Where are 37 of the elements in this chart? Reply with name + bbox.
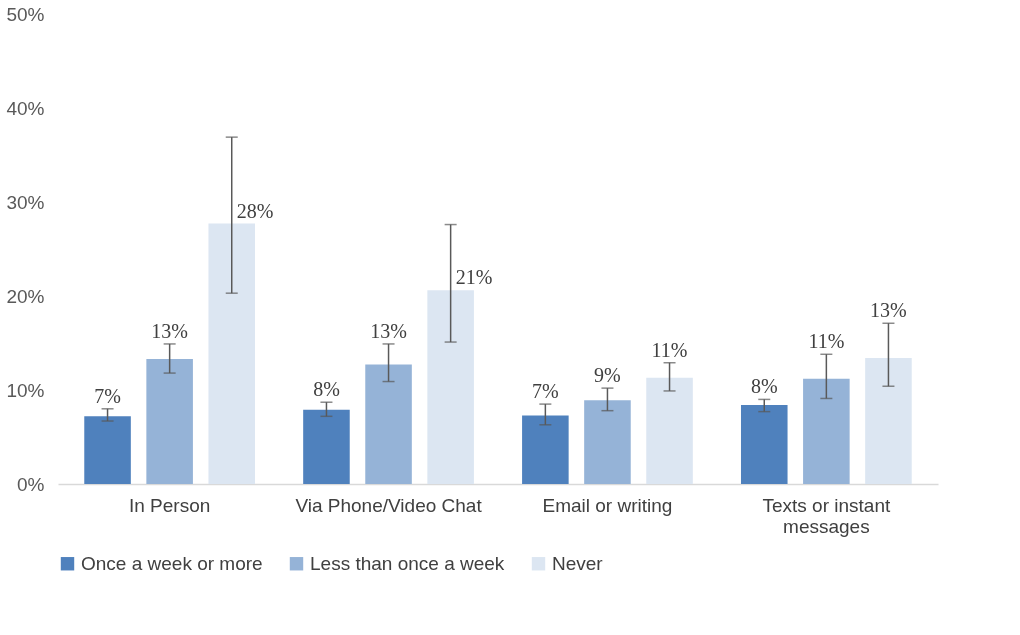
data-label: 21% [455, 266, 493, 289]
data-label: 13% [151, 319, 188, 342]
bar [427, 290, 474, 484]
bar [646, 377, 693, 484]
data-label: 8% [750, 375, 778, 398]
legend-label: Never [552, 552, 604, 574]
bar [584, 400, 631, 484]
data-label: 28% [236, 199, 274, 222]
data-label: 9% [594, 364, 621, 387]
x-tick-label: Email or writing [542, 494, 673, 516]
data-label: 7% [94, 384, 121, 407]
y-tick-label: 10% [6, 379, 45, 401]
bar [208, 223, 256, 484]
y-tick-label: 20% [6, 285, 45, 307]
y-tick-label: 30% [6, 191, 45, 213]
legend-label: Less than once a week [310, 552, 505, 574]
bar [84, 416, 131, 484]
bar [522, 415, 569, 484]
bar [865, 358, 912, 484]
y-tick-label: 0% [17, 473, 45, 495]
y-tick-label: 50% [6, 3, 45, 25]
bar [303, 409, 350, 484]
data-label: 11% [651, 338, 688, 361]
bar [146, 358, 193, 484]
x-tick-label: In Person [128, 494, 211, 516]
bar [803, 378, 850, 484]
x-tick-label: Texts or instant messages [762, 494, 891, 537]
bar [740, 405, 788, 484]
data-label: 13% [370, 319, 407, 342]
data-label: 7% [532, 380, 559, 403]
legend-label: Once a week or more [81, 552, 263, 574]
data-label: 11% [808, 330, 845, 353]
x-tick-label: Via Phone/Video Chat [295, 494, 483, 516]
bar [365, 364, 412, 484]
data-label: 13% [870, 299, 907, 322]
data-label: 8% [313, 378, 340, 401]
y-tick-label: 40% [6, 97, 45, 119]
